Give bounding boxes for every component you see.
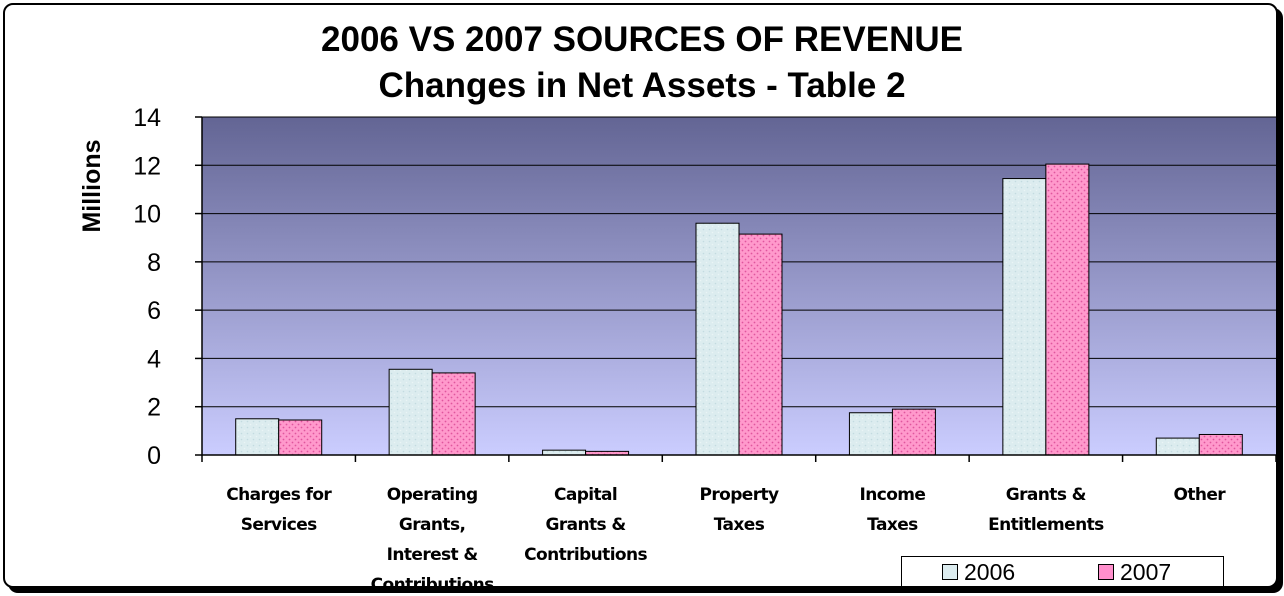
bar-2006-3 (695, 222, 740, 456)
y-tick-label: 10 (133, 201, 161, 229)
category-label: Capital Grants & Contributions (524, 485, 647, 565)
legend-label-2007: 2007 (1120, 558, 1172, 585)
category-label: Property Taxes (699, 485, 779, 535)
legend-swatch-2006 (942, 564, 958, 580)
y-tick-label: 6 (147, 297, 161, 325)
y-tick-label: 14 (133, 104, 161, 132)
y-tick-label: 2 (147, 394, 161, 422)
bar-2007-5 (1045, 163, 1090, 456)
category-label: Charges for Services (226, 485, 332, 535)
y-axis-title: Millions (78, 139, 106, 232)
legend-swatch-2007 (1098, 564, 1114, 580)
bar-2007-6 (1198, 433, 1243, 456)
bar-2006-0 (235, 418, 280, 456)
bars (235, 163, 1243, 456)
legend: 2006 2007 (901, 556, 1224, 587)
bar-2006-1 (388, 368, 433, 456)
bar-2007-4 (891, 408, 936, 456)
legend-item-2007: 2007 (1098, 559, 1171, 585)
y-tick-labels: 0 2 4 6 8 10 12 14 (133, 104, 161, 470)
category-label: Other (1173, 485, 1226, 505)
y-tick-label: 0 (147, 442, 161, 470)
axes (195, 116, 1277, 462)
bar-2007-1 (431, 372, 476, 456)
category-label: Operating Grants, Interest & Contributions (371, 485, 494, 595)
bar-2006-6 (1155, 437, 1200, 456)
bar-2006-4 (848, 412, 893, 456)
chart-title: 2006 VS 2007 SOURCES OF REVENUE (321, 20, 963, 59)
chart-subtitle: Changes in Net Assets - Table 2 (378, 66, 906, 105)
bar-2007-3 (738, 233, 783, 456)
category-labels: Charges for Services Operating Grants, Inter… (226, 485, 1227, 595)
bar-2007-0 (278, 419, 323, 456)
y-tick-label: 8 (147, 249, 161, 277)
y-tick-label: 12 (133, 152, 161, 180)
bar-2006-5 (1002, 178, 1047, 456)
y-tick-label: 4 (147, 345, 161, 373)
legend-label-2006: 2006 (964, 558, 1016, 585)
category-label: Income Taxes (860, 485, 926, 535)
legend-item-2006: 2006 (942, 559, 1015, 585)
category-label: Grants & Entitlements (988, 485, 1104, 535)
